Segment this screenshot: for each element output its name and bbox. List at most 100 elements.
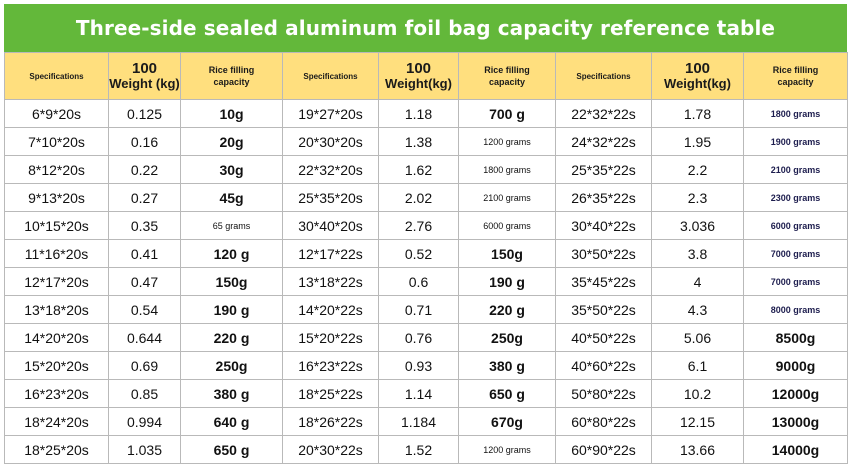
capacity-cell: 150g — [180, 267, 283, 296]
spec-cell: 16*23*22s — [282, 351, 379, 380]
header-spec-1: Specifications — [4, 52, 109, 100]
header-capacity-3: Rice filling capacity — [743, 52, 848, 100]
weight-cell: 0.125 — [108, 99, 181, 128]
weight-cell: 0.54 — [108, 295, 181, 324]
weight-cell: 3.8 — [651, 239, 744, 268]
table-row: 15*20*20s 0.69 250g 16*23*22s 0.93 380 g 40*60… — [4, 351, 848, 380]
weight-cell: 1.18 — [378, 99, 459, 128]
capacity-cell: 1900 grams — [743, 127, 848, 156]
weight-cell: 0.41 — [108, 239, 181, 268]
weight-cell: 6.1 — [651, 351, 744, 380]
table-row: 9*13*20s 0.27 45g 25*35*20s 2.02 2100 grams 26… — [4, 183, 848, 212]
table-row: 10*15*20s 0.35 65 grams 30*40*20s 2.76 6000 g… — [4, 211, 848, 240]
capacity-cell: 250g — [180, 351, 283, 380]
spec-cell: 35*45*22s — [555, 267, 652, 296]
weight-cell: 1.62 — [378, 155, 459, 184]
weight-cell: 1.14 — [378, 379, 459, 408]
spec-cell: 25*35*20s — [282, 183, 379, 212]
capacity-cell: 8000 grams — [743, 295, 848, 324]
header-spec-2: Specifications — [282, 52, 379, 100]
capacity-cell: 7000 grams — [743, 239, 848, 268]
spec-cell: 18*25*22s — [282, 379, 379, 408]
capacity-cell: 2100 grams — [743, 155, 848, 184]
weight-cell: 3.036 — [651, 211, 744, 240]
spec-cell: 20*30*20s — [282, 127, 379, 156]
weight-cell: 0.6 — [378, 267, 459, 296]
header-row: Specifications 100 Weight (kg) Rice filli… — [4, 52, 848, 100]
header-capacity-2: Rice filling capacity — [458, 52, 556, 100]
header-weight-3: 100 Weight(kg) — [651, 52, 744, 100]
capacity-cell: 1800 grams — [743, 99, 848, 128]
spec-cell: 18*25*20s — [4, 435, 109, 464]
table-row: 12*17*20s 0.47 150g 13*18*22s 0.6 190 g 35*45*… — [4, 267, 848, 296]
capacity-cell: 120 g — [180, 239, 283, 268]
capacity-cell: 640 g — [180, 407, 283, 436]
weight-cell: 1.95 — [651, 127, 744, 156]
header-capacity-1: Rice filling capacity — [180, 52, 283, 100]
table-row: 6*9*20s 0.125 10g 19*27*20s 1.18 700 g 22*32*2… — [4, 99, 848, 128]
weight-cell: 10.2 — [651, 379, 744, 408]
spec-cell: 18*24*20s — [4, 407, 109, 436]
weight-cell: 2.02 — [378, 183, 459, 212]
capacity-cell: 9000g — [743, 351, 848, 380]
weight-cell: 0.644 — [108, 323, 181, 352]
weight-cell: 12.15 — [651, 407, 744, 436]
spec-cell: 30*40*20s — [282, 211, 379, 240]
table-row: 7*10*20s 0.16 20g 20*30*20s 1.38 1200 grams 24… — [4, 127, 848, 156]
capacity-cell: 2100 grams — [458, 183, 556, 212]
spec-cell: 7*10*20s — [4, 127, 109, 156]
capacity-cell: 650 g — [458, 379, 556, 408]
weight-cell: 0.69 — [108, 351, 181, 380]
header-weight-number: 100 — [684, 60, 711, 77]
spec-cell: 14*20*20s — [4, 323, 109, 352]
capacity-cell: 650 g — [180, 435, 283, 464]
capacity-cell: 150g — [458, 239, 556, 268]
spec-cell: 8*12*20s — [4, 155, 109, 184]
table-body: 6*9*20s 0.125 10g 19*27*20s 1.18 700 g 22*32*2… — [4, 99, 848, 464]
capacity-cell: 12000g — [743, 379, 848, 408]
weight-cell: 1.38 — [378, 127, 459, 156]
weight-cell: 0.16 — [108, 127, 181, 156]
spec-cell: 16*23*20s — [4, 379, 109, 408]
capacity-cell: 6000 grams — [743, 211, 848, 240]
spec-cell: 50*80*22s — [555, 379, 652, 408]
header-capacity-line1: Rice filling — [208, 65, 255, 75]
capacity-cell: 380 g — [458, 351, 556, 380]
weight-cell: 0.85 — [108, 379, 181, 408]
spec-cell: 35*50*22s — [555, 295, 652, 324]
capacity-cell: 7000 grams — [743, 267, 848, 296]
capacity-cell: 10g — [180, 99, 283, 128]
spec-cell: 60*90*22s — [555, 435, 652, 464]
capacity-cell: 6000 grams — [458, 211, 556, 240]
weight-cell: 0.76 — [378, 323, 459, 352]
weight-cell: 4.3 — [651, 295, 744, 324]
weight-cell: 0.52 — [378, 239, 459, 268]
capacity-cell: 2300 grams — [743, 183, 848, 212]
capacity-cell: 1200 grams — [458, 127, 556, 156]
weight-cell: 0.35 — [108, 211, 181, 240]
spec-cell: 14*20*22s — [282, 295, 379, 324]
header-capacity-line1: Rice filling — [772, 65, 819, 75]
header-capacity-line2: capacity — [777, 77, 814, 87]
weight-cell: 1.184 — [378, 407, 459, 436]
weight-cell: 2.2 — [651, 155, 744, 184]
weight-cell: 0.93 — [378, 351, 459, 380]
spec-cell: 18*26*22s — [282, 407, 379, 436]
weight-cell: 0.71 — [378, 295, 459, 324]
capacity-cell: 45g — [180, 183, 283, 212]
table-row: 18*25*20s 1.035 650 g 20*30*22s 1.52 1200 gra… — [4, 435, 848, 464]
spec-cell: 30*50*22s — [555, 239, 652, 268]
spec-cell: 20*30*22s — [282, 435, 379, 464]
spec-cell: 6*9*20s — [4, 99, 109, 128]
header-weight-2: 100 Weight(kg) — [378, 52, 459, 100]
capacity-cell: 1200 grams — [458, 435, 556, 464]
weight-cell: 1.52 — [378, 435, 459, 464]
spec-cell: 60*80*22s — [555, 407, 652, 436]
spec-cell: 26*35*22s — [555, 183, 652, 212]
weight-cell: 13.66 — [651, 435, 744, 464]
weight-cell: 0.47 — [108, 267, 181, 296]
weight-cell: 0.22 — [108, 155, 181, 184]
spec-cell: 9*13*20s — [4, 183, 109, 212]
capacity-cell: 380 g — [180, 379, 283, 408]
